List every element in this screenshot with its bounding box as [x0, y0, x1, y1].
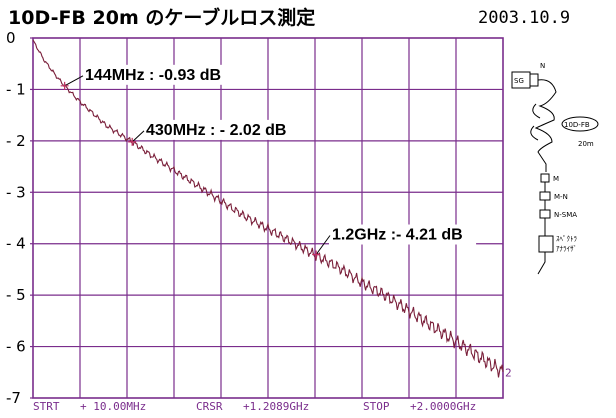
- marker-pointer: [315, 235, 331, 255]
- marker-label-background: [143, 119, 299, 140]
- plot-grid: [30, 37, 504, 399]
- n-label: N: [540, 62, 545, 70]
- cursor-label: CRSR: [196, 400, 223, 413]
- detector-label-line1: ｽﾍﾟｸﾄﾗ: [556, 235, 577, 243]
- start-value: + 10.00MHz: [80, 400, 146, 413]
- coil-cable-icon: [534, 79, 557, 172]
- marker-pointer: [131, 130, 145, 143]
- cable-label: 10D-FB: [564, 121, 590, 129]
- cable-tag-icon: [561, 116, 599, 132]
- y-tick-label: - 3: [6, 183, 26, 201]
- stop-value: +2.0000GHz: [410, 400, 476, 413]
- length-label: 20m: [578, 140, 594, 148]
- y-tick-label: - 5: [6, 286, 26, 304]
- marker-point: [128, 137, 137, 146]
- y-tick-label: - 2: [6, 132, 26, 150]
- setup-diagram-labels: SG N 10D-FB 20m M M-N N-SMA ｽﾍﾟｸﾄﾗ ｱﾅﾗｲｻ…: [514, 62, 594, 253]
- y-tick-label: 0: [6, 29, 16, 47]
- cursor-value: +1.2089GHz: [243, 400, 309, 413]
- analyzer-cable-icon: [537, 252, 546, 275]
- analyzer-footer: STRT + 10.00MHz CRSR +1.2089GHz STOP +2.…: [33, 400, 476, 413]
- stop-label: STOP: [363, 400, 390, 413]
- m-connector-icon: [540, 173, 550, 183]
- marker-point: [60, 81, 69, 90]
- marker-label-background: [329, 224, 477, 245]
- trace-end-label: 2: [505, 366, 512, 379]
- m-label: M: [553, 175, 559, 183]
- nsma-label: N-SMA: [554, 211, 577, 219]
- y-tick-label: - 6: [6, 338, 26, 356]
- marker-point: [312, 250, 321, 259]
- marker-label: 144MHz : -0.93 dB: [85, 67, 221, 84]
- nsma-adapter-icon: [539, 200, 551, 219]
- y-tick-label: - 1: [6, 80, 26, 98]
- n-connector-icon: [529, 73, 539, 87]
- coil-loop-icon: [530, 103, 541, 141]
- marker-label: 430MHz : - 2.02 dB: [146, 122, 286, 139]
- marker-pointer: [64, 75, 84, 87]
- marker-label: 1.2GHz :- 4.21 dB: [332, 227, 463, 244]
- chart-title: 10D-FB 20m のケーブルロス測定: [8, 6, 315, 29]
- mn-adapter-icon: [539, 182, 551, 201]
- measurement-date: 2003.10.9: [478, 8, 570, 28]
- analyzer-icon: [538, 235, 554, 253]
- y-tick-labels: 0 - 1 - 2 - 3 - 4 - 5 - 6 -7: [6, 29, 26, 407]
- y-tick-label: -7: [6, 389, 21, 407]
- measurement-setup-diagram: [511, 71, 599, 275]
- sg-label: SG: [514, 77, 524, 85]
- y-tick-label: - 4: [6, 235, 26, 253]
- mn-label: M-N: [554, 193, 568, 201]
- marker-annotations: 144MHz : -0.93 dB 430MHz : - 2.02 dB 1.2GH…: [60, 64, 477, 259]
- detector-label-line2: ｱﾅﾗｲｻﾞ: [556, 245, 577, 253]
- marker-label-background: [82, 64, 230, 85]
- loss-trace-line: [32, 39, 504, 378]
- start-label: STRT: [33, 400, 60, 413]
